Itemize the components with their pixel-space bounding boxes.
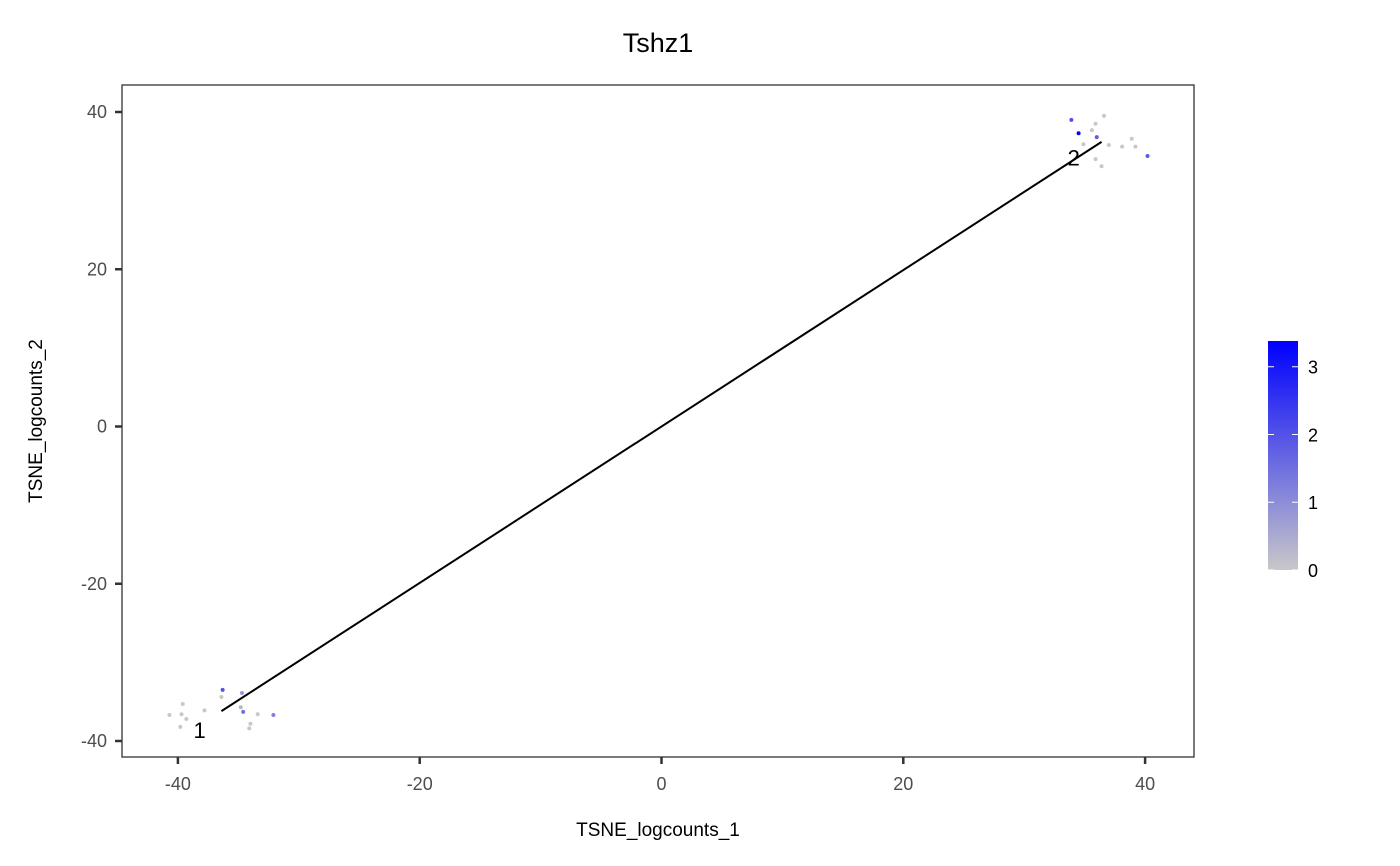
data-point: [1093, 157, 1098, 162]
data-point: [255, 712, 260, 717]
y-axis: -40 -20 0 20 40: [81, 102, 122, 751]
y-tick-label: -40: [81, 731, 107, 751]
cluster-label: 2: [1068, 146, 1080, 171]
data-point: [247, 726, 252, 731]
cluster-label: 1: [194, 718, 206, 743]
data-point: [219, 694, 224, 699]
data-point: [1081, 142, 1086, 147]
trajectory-line: [220, 141, 1103, 712]
data-point: [179, 712, 184, 717]
data-point: [1076, 131, 1081, 136]
color-legend: 0 1 2 3: [1268, 341, 1318, 581]
colorbar-gradient: [1268, 341, 1298, 570]
data-point: [167, 713, 172, 718]
x-tick-label: 0: [656, 774, 666, 794]
x-tick-label: 40: [1135, 774, 1155, 794]
data-point: [1120, 144, 1125, 149]
data-point: [202, 708, 207, 713]
data-point: [220, 687, 225, 692]
data-point: [1101, 113, 1106, 118]
colorbar-tick-label: 0: [1308, 561, 1318, 581]
data-point: [1129, 136, 1134, 141]
colorbar-tick-label: 2: [1308, 425, 1318, 445]
cluster-labels: 12: [194, 146, 1080, 743]
chart-title: Tshz1: [623, 28, 694, 58]
data-point: [238, 705, 243, 710]
data-point: [271, 713, 276, 718]
points-layer: [167, 113, 1150, 731]
data-point: [248, 721, 253, 726]
data-point: [184, 716, 189, 721]
y-tick-label: -20: [81, 574, 107, 594]
data-point: [178, 724, 183, 729]
data-point: [1099, 164, 1104, 169]
data-point: [239, 691, 244, 696]
data-point: [180, 702, 185, 707]
y-tick-label: 40: [87, 102, 107, 122]
data-point: [1094, 135, 1099, 140]
x-axis-title: TSNE_logcounts_1: [576, 820, 740, 841]
x-tick-label: -20: [407, 774, 433, 794]
x-tick-label: 20: [893, 774, 913, 794]
colorbar-tick-label: 1: [1308, 493, 1318, 513]
data-point: [1089, 128, 1094, 133]
x-tick-label: -40: [165, 774, 191, 794]
data-point: [1069, 117, 1074, 122]
trajectory-layer: [220, 141, 1103, 712]
data-point: [241, 709, 246, 714]
data-point: [1106, 143, 1111, 148]
x-axis: -40 -20 0 20 40: [165, 757, 1155, 794]
data-point: [1093, 121, 1098, 126]
y-axis-title: TSNE_logcounts_2: [26, 339, 47, 503]
colorbar-tick-label: 3: [1308, 358, 1318, 378]
y-tick-label: 0: [97, 417, 107, 437]
data-point: [1133, 144, 1138, 149]
data-point: [1145, 154, 1150, 159]
y-tick-label: 20: [87, 259, 107, 279]
